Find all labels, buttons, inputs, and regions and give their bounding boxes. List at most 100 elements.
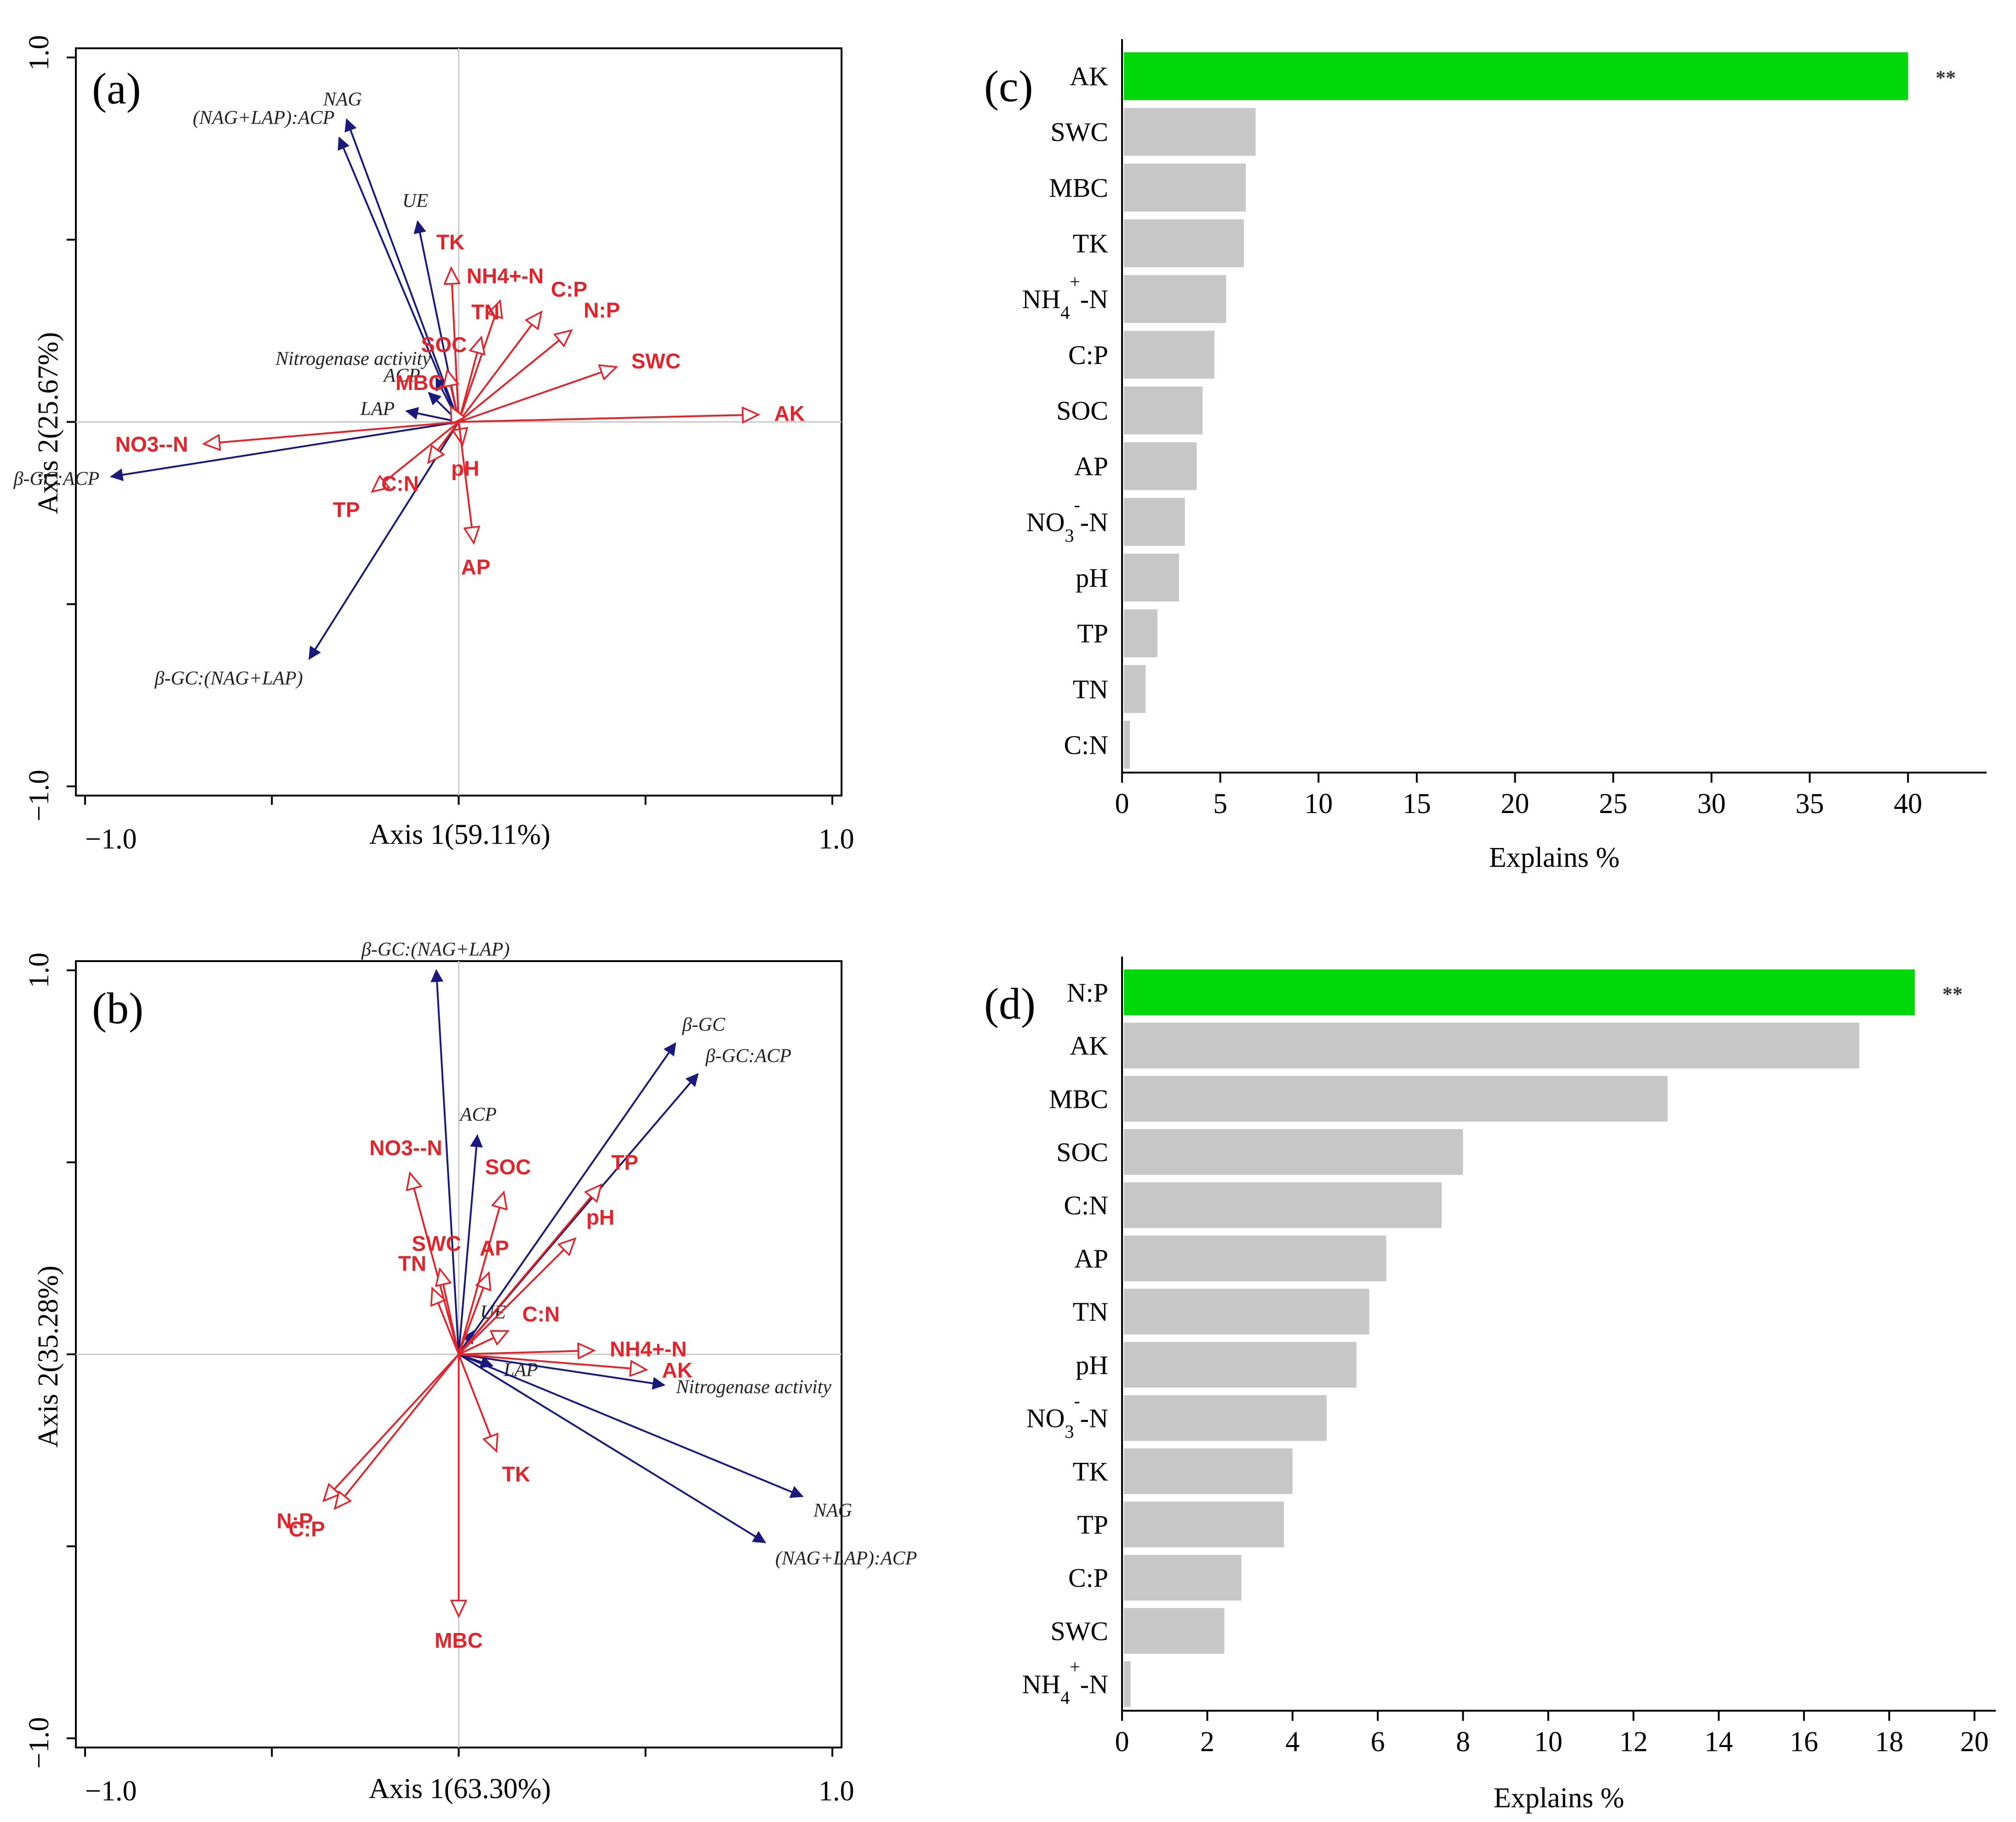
significance-marker: ** xyxy=(1936,67,1956,89)
x-tick-label: 0 xyxy=(1115,1726,1129,1758)
enzyme-vector-acp-label: ACP xyxy=(383,365,420,386)
bar-ak xyxy=(1124,1022,1860,1069)
env-vector-soc-label: SOC xyxy=(485,1155,531,1179)
enzyme-vector-nag-label: NAG xyxy=(813,1500,852,1521)
env-vector-mbc-label: MBC xyxy=(435,1628,483,1652)
bar-no3-n xyxy=(1124,1395,1327,1441)
env-vector-swc-label: SWC xyxy=(412,1232,461,1255)
bar-tn xyxy=(1124,1289,1369,1335)
category-label-sub: 3 xyxy=(1065,525,1074,545)
significance-marker: ** xyxy=(1942,983,1963,1005)
bar-swc xyxy=(1124,108,1256,156)
category-label-main: N:P xyxy=(1067,978,1108,1008)
category-label-main: NH xyxy=(1022,284,1060,314)
env-vector-tp xyxy=(373,421,459,492)
env-vector-swc-label: SWC xyxy=(631,349,681,373)
category-label-swc: SWC xyxy=(1050,1616,1108,1646)
x-axis-title: Axis 1(63.30%) xyxy=(369,1773,551,1805)
category-label-no3-n: NO3--N xyxy=(1026,1391,1108,1442)
category-label-sup: - xyxy=(1074,1391,1080,1411)
bar-ak xyxy=(1124,52,1908,100)
category-label-main: SOC xyxy=(1056,396,1108,426)
category-label-main: pH xyxy=(1076,563,1108,593)
category-label-suffix: -N xyxy=(1080,507,1108,537)
category-label-main: MBC xyxy=(1049,173,1108,203)
env-vector-tk-label: TK xyxy=(502,1462,530,1486)
category-label-main: TK xyxy=(1073,229,1108,258)
env-vector-ak xyxy=(458,1353,646,1369)
x-tick-label: 18 xyxy=(1875,1726,1903,1758)
x-tick-label: 16 xyxy=(1790,1726,1818,1758)
env-vector-c-p xyxy=(458,313,541,423)
enzyme-vector-gc-nag-lap xyxy=(308,421,460,660)
env-vector-tk-label: TK xyxy=(436,230,464,254)
category-label-sup: + xyxy=(1070,271,1080,292)
bar-tp xyxy=(1124,609,1157,658)
env-vector-ap-label: AP xyxy=(480,1236,509,1260)
x-tick-label-min: −1.0 xyxy=(85,824,137,855)
enzyme-vector-nitrogenase-activity-label: Nitrogenase activity xyxy=(275,348,431,369)
env-vector-nh4-n xyxy=(458,1351,594,1354)
bar-tk xyxy=(1124,219,1244,268)
x-tick-label: 12 xyxy=(1619,1726,1648,1758)
env-vector-swc xyxy=(458,367,616,423)
category-label-main: NH xyxy=(1022,1669,1060,1699)
bar-tn xyxy=(1124,665,1146,713)
category-label-ap: AP xyxy=(1074,1243,1108,1273)
category-label-main: SWC xyxy=(1050,117,1108,147)
y-axis-title: Axis 2(35.28%) xyxy=(33,1266,64,1448)
enzyme-vector-gc xyxy=(458,1042,676,1355)
category-label-soc: SOC xyxy=(1056,396,1108,426)
env-vector-soc xyxy=(458,1193,504,1355)
category-label-sup: + xyxy=(1070,1656,1080,1677)
category-label-main: TN xyxy=(1073,674,1108,704)
y-tick-label-max: 1.0 xyxy=(23,952,55,988)
panel-d-bar-chart: 0 2 4 6 8 10 12 14 16 18 20 N:P ** AK MBC SOC C:N AP TN pH N… xyxy=(984,957,1996,1814)
env-vector-ak-label: AK xyxy=(662,1358,693,1382)
env-vector-tn xyxy=(433,1289,460,1355)
x-tick-label: 8 xyxy=(1456,1726,1470,1758)
category-label-sub: 4 xyxy=(1060,302,1070,323)
category-label-n-p: N:P xyxy=(1067,978,1108,1008)
x-tick-label: 4 xyxy=(1285,1726,1300,1758)
category-label-main: AK xyxy=(1070,62,1108,92)
category-label-tk: TK xyxy=(1073,1456,1108,1486)
enzyme-vector-gc-acp-label: β-GC:ACP xyxy=(705,1046,791,1067)
enzyme-vector-nag-lap-acp xyxy=(338,136,460,423)
env-vector-no3-n-label: NO3--N xyxy=(115,432,188,456)
category-label-main: NO xyxy=(1026,507,1065,537)
x-tick-label: 20 xyxy=(1501,788,1529,819)
env-vector-n-p-label: N:P xyxy=(584,298,620,322)
category-label-c-p: C:P xyxy=(1068,1563,1108,1593)
panel-label: (a) xyxy=(92,64,141,113)
env-vector-mbc-label: MBC xyxy=(395,371,444,395)
category-label-main: TK xyxy=(1073,1456,1108,1486)
env-vector-ak-label: AK xyxy=(774,401,804,425)
x-tick-label: 25 xyxy=(1599,788,1627,819)
category-label-mbc: MBC xyxy=(1049,1084,1108,1114)
enzyme-vector-gc-nag-lap xyxy=(430,969,460,1355)
bar-c-n xyxy=(1124,1182,1442,1228)
category-label-main: AP xyxy=(1074,1243,1108,1273)
category-label-main: AP xyxy=(1074,452,1108,481)
env-vector-ak xyxy=(458,415,758,422)
enzyme-vector-nitrogenase-activity xyxy=(458,1353,666,1390)
enzyme-vector-ue-label: UE xyxy=(402,190,428,212)
category-label-tp: TP xyxy=(1077,619,1108,648)
category-label-tn: TN xyxy=(1073,1297,1108,1327)
env-vector-c-p-label: C:P xyxy=(289,1517,325,1541)
env-vector-tk xyxy=(451,269,458,422)
env-vector-c-n-label: C:N xyxy=(381,472,419,496)
env-vector-ap-label: AP xyxy=(461,555,490,579)
x-axis-title: Explains % xyxy=(1489,842,1620,873)
x-tick-label: 5 xyxy=(1213,788,1227,819)
env-vector-c-n xyxy=(458,1331,508,1355)
category-label-tn: TN xyxy=(1073,674,1108,704)
panel-label: (d) xyxy=(984,979,1036,1028)
category-label-main: TN xyxy=(1073,1297,1108,1327)
env-vector-mbc xyxy=(451,407,458,422)
bar-tk xyxy=(1124,1448,1293,1495)
category-label-ak: AK xyxy=(1070,1031,1108,1061)
env-vector-c-n-label: C:N xyxy=(522,1302,560,1326)
